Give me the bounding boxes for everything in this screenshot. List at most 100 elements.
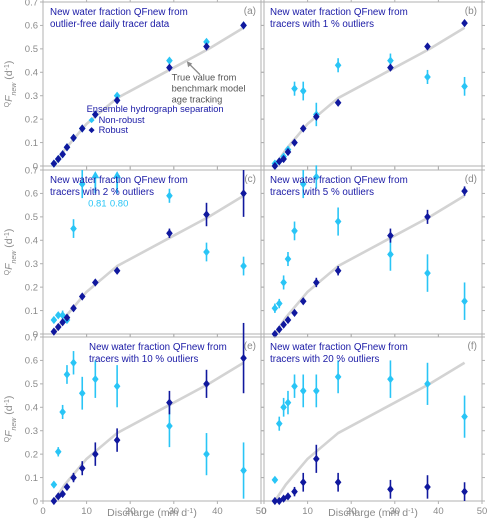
panel-frame (263, 336, 483, 502)
data-point (291, 382, 298, 391)
data-point (299, 179, 307, 189)
panel-frame (263, 1, 483, 167)
panel-frame (263, 169, 483, 335)
panel-title-line-1: New water fraction QFnew from (270, 342, 408, 353)
panel-frame (42, 336, 262, 502)
data-point (280, 320, 287, 329)
y-axis-title-unit-close: ) (3, 396, 15, 400)
series-non-robust (271, 165, 468, 320)
panel-title-line-2: tracers with 2 % outliers (50, 187, 154, 198)
data-point (78, 179, 86, 189)
panel-title-line-1: New water fraction QFnew from (270, 7, 408, 18)
data-point (461, 82, 468, 91)
y-axis-title-unit-close: ) (3, 229, 15, 233)
legend-entry: Robust (99, 125, 129, 135)
y-axis-title-unit: (d (3, 70, 15, 82)
data-point (284, 492, 292, 501)
y-tick-label: 0.3 (25, 91, 38, 102)
y-tick-label: 0.7 (25, 0, 38, 8)
y-axis-title-new: new (11, 417, 18, 431)
y-tick-label: 0 (33, 329, 38, 340)
data-point (59, 318, 66, 327)
data-point (166, 421, 173, 431)
panel-title-line-2: tracers with 10 % outliers (89, 354, 199, 365)
y-tick-label: 0.4 (25, 236, 38, 247)
x-axis-title-text-right: Discharge (mm d-1) (328, 507, 418, 519)
data-point (275, 299, 283, 308)
data-point (424, 212, 431, 221)
data-point (424, 379, 431, 388)
y-axis-title-q: Q (4, 436, 11, 442)
y-tick-label: 0.4 (25, 403, 38, 414)
annotation-line: True value from (172, 72, 237, 82)
x-tick-label: 50 (256, 506, 267, 517)
y-tick-label: 0.1 (25, 138, 38, 149)
data-point (50, 327, 58, 336)
data-point (240, 466, 247, 475)
panel-frame (42, 169, 262, 335)
x-axis-title-sup: -1 (408, 508, 414, 515)
y-axis-title-unit: (d (3, 238, 15, 250)
data-point (70, 224, 77, 233)
data-point (387, 56, 394, 65)
panel-title-line-2: tracers with 20 % outliers (270, 354, 380, 365)
series-robust (50, 322, 247, 506)
data-point (240, 353, 247, 363)
panel-frame (42, 1, 262, 167)
data-point (59, 407, 66, 417)
panel-f: 0 10 20 30 40 50 (f) New water fraction QFnew f… (261, 334, 487, 517)
data-point (63, 482, 71, 492)
x-axis-title-sup: -1 (187, 508, 193, 515)
x-tick-label: 10 (302, 506, 313, 517)
series-robust (271, 444, 468, 506)
data-point (240, 261, 247, 271)
data-point (78, 124, 86, 133)
y-tick-label: 0.3 (25, 259, 38, 270)
panel-title-line-1: New water fraction QFnew from (270, 175, 408, 186)
panel-a: 0 0.1 0.2 0.3 0.4 0.5 0.6 0.7 QFnew (d-1) (a) New … (3, 0, 264, 172)
data-point (387, 485, 394, 494)
data-point (203, 42, 210, 51)
data-point (313, 386, 320, 396)
data-point (50, 480, 58, 489)
data-point (284, 147, 292, 157)
legend-title: Ensemble hydrograph separation (87, 104, 224, 114)
x-tick-label: 30 (169, 506, 180, 517)
data-point (203, 210, 210, 219)
y-tick-label: 0.2 (25, 449, 38, 460)
data-point (166, 191, 173, 200)
data-point (461, 297, 468, 306)
y-axis-title-unit-sup: -1 (4, 232, 11, 238)
y-tick-label: 0.1 (25, 306, 38, 317)
data-point (387, 231, 394, 240)
data-point (92, 110, 99, 119)
y-axis-title-unit: (d (3, 405, 15, 417)
data-point (284, 254, 292, 264)
data-point (291, 308, 298, 318)
x-axis-title-text: Discharge (mm d-1) (107, 507, 197, 519)
data-point (387, 250, 394, 259)
legend-marker (88, 127, 95, 134)
x-tick-label: 10 (81, 506, 92, 517)
data-point (280, 403, 287, 412)
data-point (313, 172, 320, 182)
y-axis-title: QFnew (d-1) (3, 229, 18, 276)
data-point (280, 278, 287, 287)
y-tick-label: 0 (33, 161, 38, 172)
data-point (203, 379, 210, 388)
panel-b: (b) New water fraction QFnew fromtracers … (261, 0, 485, 171)
data-point (113, 266, 121, 275)
data-point (59, 150, 66, 159)
data-point (166, 63, 173, 72)
data-point (70, 473, 77, 482)
y-tick-label: 0.7 (25, 332, 38, 343)
y-tick-label: 0.2 (25, 282, 38, 293)
data-point (50, 315, 58, 325)
y-tick-label: 0.5 (25, 44, 38, 55)
data-point (299, 297, 307, 306)
data-point (284, 398, 292, 407)
data-point (54, 322, 62, 332)
